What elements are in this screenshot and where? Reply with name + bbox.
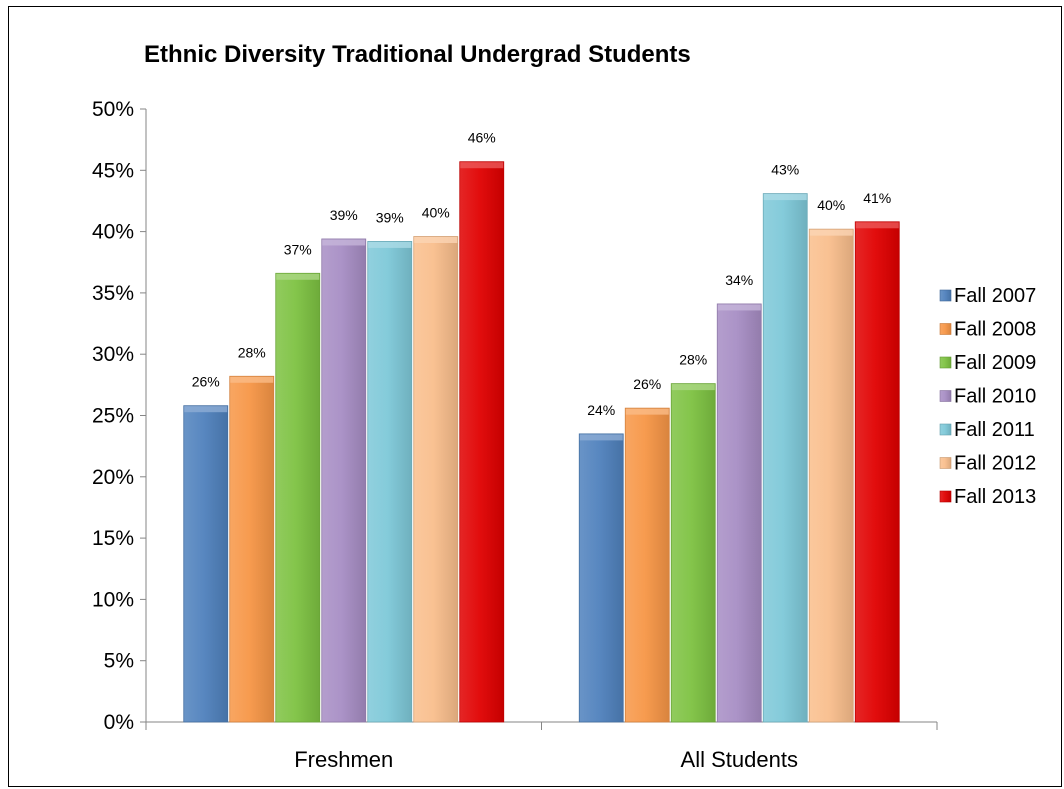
data-label: 39% [376, 209, 404, 225]
x-category-label: All Students [681, 747, 798, 772]
y-tick-label: 25% [92, 405, 134, 428]
bar-highlight [230, 376, 274, 383]
data-label: 41% [863, 190, 891, 206]
y-tick-label: 5% [104, 650, 134, 673]
bar [275, 272, 321, 723]
bar-highlight [855, 222, 899, 229]
data-label: 26% [633, 376, 661, 392]
legend-label: Fall 2009 [954, 352, 1036, 374]
bar-highlight [322, 239, 366, 246]
legend-label: Fall 2012 [954, 453, 1036, 475]
legend-swatch [939, 323, 952, 335]
data-label: 26% [192, 374, 220, 390]
legend-swatch [939, 490, 952, 503]
x-category-label: Freshmen [294, 747, 393, 772]
bar [716, 303, 762, 723]
data-label: 34% [725, 272, 753, 288]
y-tick-label: 20% [92, 466, 134, 489]
y-tick-label: 40% [92, 221, 134, 244]
y-tick-label: 50% [92, 98, 134, 121]
legend-swatch [939, 289, 952, 302]
data-label: 40% [422, 205, 450, 221]
bar-chart: Ethnic Diversity Traditional Undergrad S… [92, 41, 1036, 772]
bar-highlight [414, 237, 458, 244]
bar-highlight [184, 406, 228, 413]
legend-label: Fall 2011 [954, 419, 1035, 441]
bar-highlight [368, 241, 412, 248]
bar [854, 221, 900, 723]
data-label: 28% [238, 344, 266, 360]
data-label: 24% [587, 402, 615, 418]
chart-frame: Ethnic Diversity Traditional Undergrad S… [8, 6, 1062, 787]
legend-swatch [939, 356, 952, 369]
bar-highlight [460, 162, 504, 169]
legend-label: Fall 2007 [954, 285, 1036, 307]
bar [183, 405, 229, 723]
y-tick-label: 35% [92, 282, 134, 305]
legend-label: Fall 2013 [954, 486, 1036, 508]
y-tick-label: 45% [92, 159, 134, 182]
data-label: 28% [679, 352, 707, 368]
bar [578, 433, 624, 723]
legend-swatch [939, 390, 952, 402]
bar-highlight [276, 273, 320, 280]
legend-swatch [939, 457, 952, 469]
bar [459, 161, 505, 723]
data-label: 43% [771, 162, 799, 178]
legend-label: Fall 2008 [954, 319, 1036, 341]
bars: 26% 28% 37% 39% 39% 40% 46% 24% 26% 28% 34% 43% 40% 4… [183, 130, 900, 723]
legend-label: Fall 2010 [954, 386, 1036, 408]
bar [321, 238, 367, 723]
legend: Fall 2007 Fall 2008 Fall 2009 Fall 2010 Fall… [939, 285, 1036, 508]
bar-highlight [671, 384, 715, 391]
bar-highlight [809, 229, 853, 236]
y-tick-label: 0% [104, 711, 134, 734]
bar-highlight [763, 194, 807, 201]
bar-highlight [717, 304, 761, 311]
data-label: 46% [468, 130, 496, 146]
data-label: 37% [284, 241, 312, 257]
y-tick-label: 10% [92, 588, 134, 611]
bar [670, 383, 716, 723]
bar-highlight [579, 434, 623, 441]
data-label: 40% [817, 197, 845, 213]
y-tick-label: 15% [92, 527, 134, 550]
chart-title: Ethnic Diversity Traditional Undergrad S… [144, 41, 691, 68]
bar [413, 236, 459, 723]
bar [808, 228, 854, 723]
bar [367, 241, 413, 723]
y-tick-label: 30% [92, 343, 134, 366]
bar-highlight [625, 408, 669, 415]
legend-swatch [939, 423, 952, 436]
data-label: 39% [330, 207, 358, 223]
bar [229, 375, 275, 723]
bar [762, 193, 808, 723]
bar [624, 407, 670, 723]
